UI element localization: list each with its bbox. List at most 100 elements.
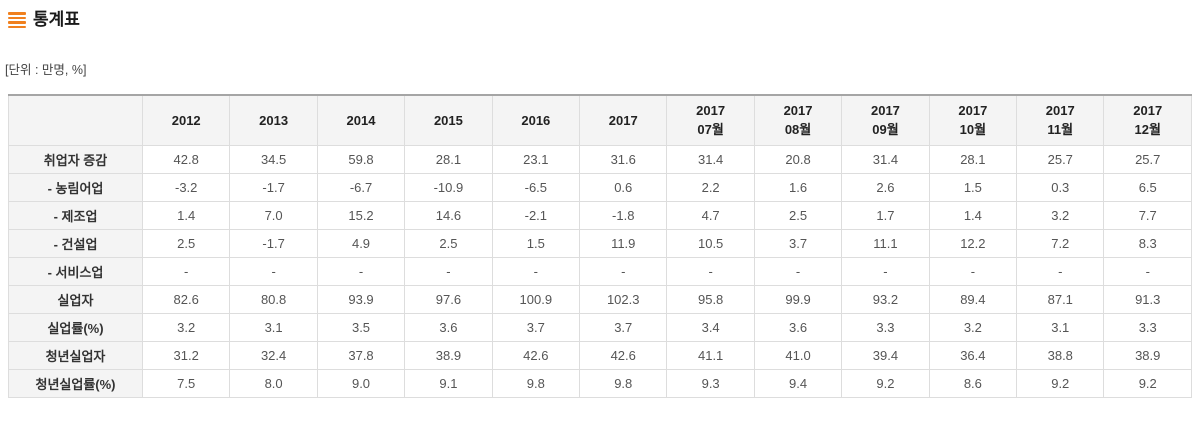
data-cell: 100.9 [491,284,581,314]
data-cell: - [141,256,231,286]
data-cell: 20.8 [753,144,843,174]
row-label: 실업자 [8,284,143,314]
data-cell: 8.3 [1103,228,1192,258]
data-cell: 3.6 [753,312,843,342]
list-icon [8,12,26,29]
column-header: 2015 [404,94,493,146]
data-cell: 93.9 [316,284,406,314]
data-cell: 41.0 [753,340,843,370]
data-cell: 28.1 [928,144,1018,174]
data-cell: - [666,256,755,286]
data-cell: 31.4 [666,144,755,174]
unit-label: [단위 : 만명, %] [5,63,87,77]
data-cell: 8.6 [928,368,1018,398]
data-cell: 3.7 [579,312,668,342]
data-cell: 1.4 [928,200,1018,230]
data-cell: 41.1 [666,340,755,370]
data-cell: -1.7 [229,172,318,202]
data-cell: 1.6 [753,172,843,202]
data-cell: 42.8 [141,144,231,174]
row-label: 취업자 증감 [8,144,143,174]
data-cell: 9.8 [491,368,581,398]
data-cell: 3.2 [1016,200,1105,230]
data-cell: 0.3 [1016,172,1105,202]
data-cell: 102.3 [579,284,668,314]
table-row: - 서비스업 - - - - - - - - - - - - [8,256,1192,286]
data-cell: - [1103,256,1192,286]
data-cell: 39.4 [841,340,930,370]
data-cell: 8.0 [229,368,318,398]
data-cell: 4.7 [666,200,755,230]
data-cell: -1.8 [579,200,668,230]
data-cell: - [928,256,1018,286]
column-header: 2017 07월 [666,94,755,146]
data-cell: 25.7 [1016,144,1105,174]
data-cell: 9.4 [753,368,843,398]
data-cell: 31.4 [841,144,930,174]
data-cell: 2.5 [753,200,843,230]
data-cell: 9.2 [1016,368,1105,398]
data-cell: 34.5 [229,144,318,174]
column-header: 2017 10월 [928,94,1018,146]
data-cell: 15.2 [316,200,406,230]
data-cell: -6.5 [491,172,581,202]
row-label: 실업률(%) [8,312,143,342]
data-cell: 31.6 [579,144,668,174]
data-cell: 7.0 [229,200,318,230]
data-cell: 9.3 [666,368,755,398]
data-cell: 38.8 [1016,340,1105,370]
table-row: - 제조업 1.4 7.0 15.2 14.6 -2.1 -1.8 4.7 2.5 1.7 1.4 3… [8,200,1192,230]
data-cell: - [1016,256,1105,286]
row-label: - 제조업 [8,200,143,230]
data-cell: 10.5 [666,228,755,258]
data-cell: 3.2 [141,312,231,342]
column-header: 2017 11월 [1016,94,1105,146]
column-header: 2013 [229,94,318,146]
data-cell: 25.7 [1103,144,1192,174]
data-cell: 97.6 [404,284,493,314]
data-cell: 2.5 [404,228,493,258]
table-row: - 건설업 2.5 -1.7 4.9 2.5 1.5 11.9 10.5 3.7 11.1 12.2… [8,228,1192,258]
data-cell: 7.7 [1103,200,1192,230]
row-label: - 서비스업 [8,256,143,286]
data-cell: - [404,256,493,286]
table-row: 취업자 증감 42.8 34.5 59.8 28.1 23.1 31.6 31.4 20.8 31… [8,144,1192,174]
data-cell: 3.4 [666,312,755,342]
page-title: 통계표 [33,10,80,29]
data-cell: - [491,256,581,286]
data-cell: 1.5 [491,228,581,258]
data-cell: 1.5 [928,172,1018,202]
data-cell: 42.6 [579,340,668,370]
data-cell: 3.3 [1103,312,1192,342]
data-cell: 3.1 [1016,312,1105,342]
data-cell: 1.4 [141,200,231,230]
data-cell: -2.1 [491,200,581,230]
data-cell: 9.2 [841,368,930,398]
data-cell: 9.2 [1103,368,1192,398]
column-header: 2012 [141,94,231,146]
table-corner-cell [8,94,143,146]
data-cell: - [229,256,318,286]
data-cell: 3.1 [229,312,318,342]
table-row: - 농림어업 -3.2 -1.7 -6.7 -10.9 -6.5 0.6 2.2 1.6 2.6 1… [8,172,1192,202]
table-row: 청년실업자 31.2 32.4 37.8 38.9 42.6 42.6 41.1 41.0 39.… [8,340,1192,370]
data-cell: 3.3 [841,312,930,342]
column-header: 2016 [491,94,581,146]
table-row: 청년실업률(%) 7.5 8.0 9.0 9.1 9.8 9.8 9.3 9.4 9.2 8.6 9.… [8,368,1192,398]
data-cell: 36.4 [928,340,1018,370]
data-cell: 91.3 [1103,284,1192,314]
data-cell: 12.2 [928,228,1018,258]
data-cell: 3.7 [491,312,581,342]
data-cell: 89.4 [928,284,1018,314]
data-cell: 7.2 [1016,228,1105,258]
data-cell: 9.0 [316,368,406,398]
data-cell: 93.2 [841,284,930,314]
data-cell: -3.2 [141,172,231,202]
data-cell: 38.9 [404,340,493,370]
row-label: 청년실업자 [8,340,143,370]
data-cell: - [841,256,930,286]
data-cell: 32.4 [229,340,318,370]
data-cell: 82.6 [141,284,231,314]
data-cell: 4.9 [316,228,406,258]
table-header-row: 2012 2013 2014 2015 2016 2017 2017 07월 2017 08월… [8,94,1192,146]
